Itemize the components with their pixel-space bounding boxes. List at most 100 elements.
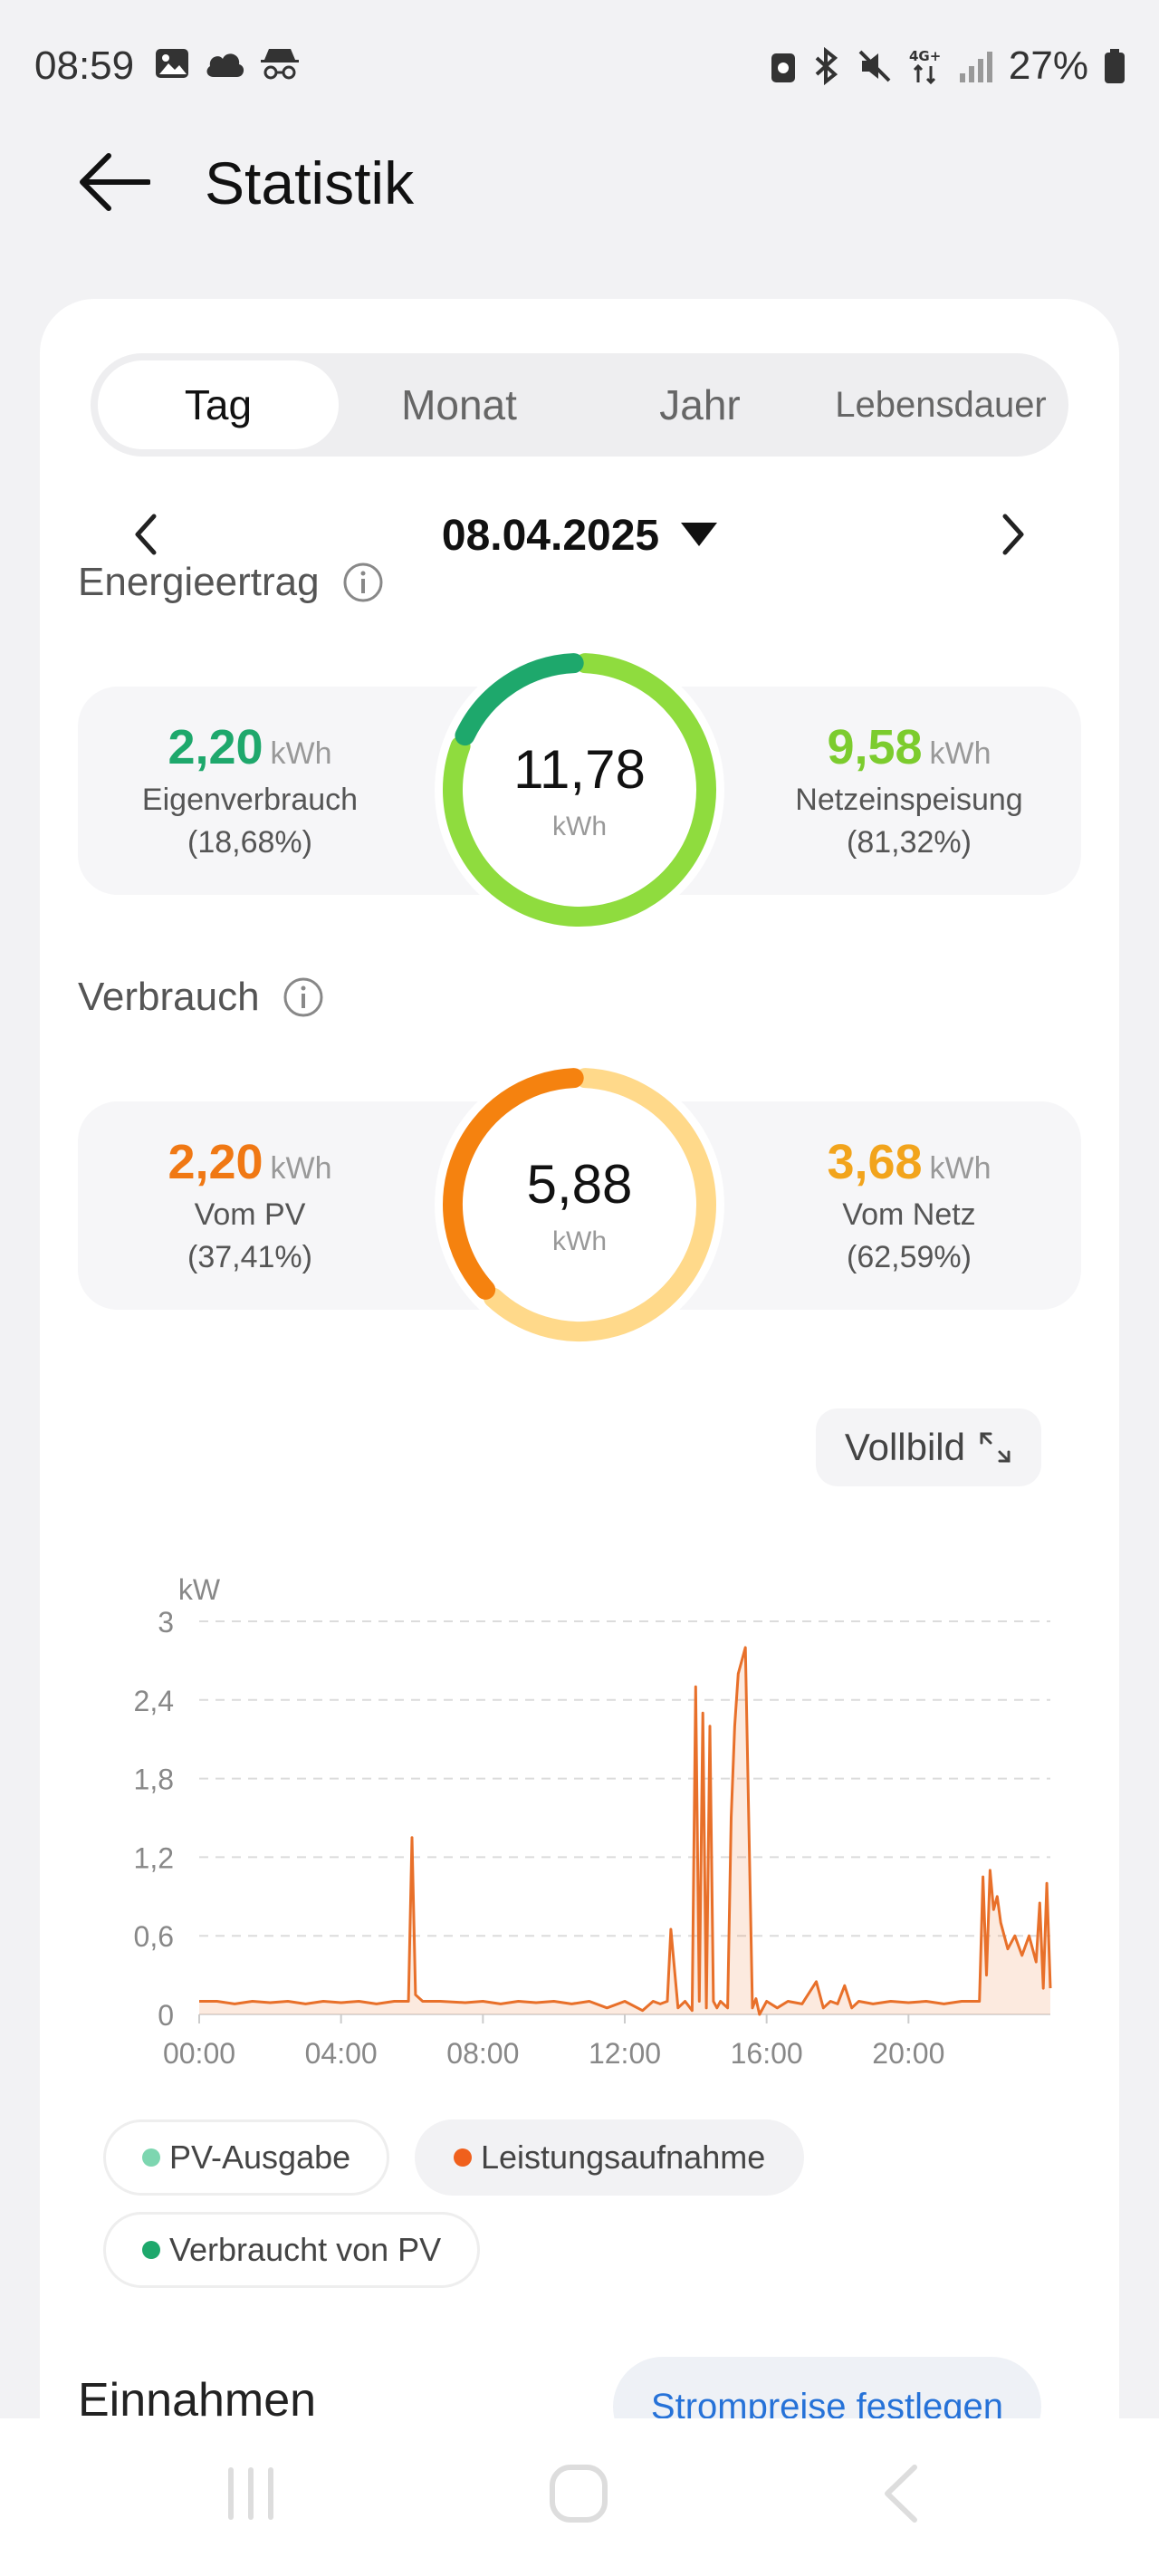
- verbrauch-ring: 5,88 kWh: [430, 1055, 729, 1354]
- energieertrag-title: Energieertrag: [78, 560, 385, 605]
- legend-pv-ausgabe[interactable]: PV-Ausgabe: [103, 2119, 390, 2196]
- y-tick-label: 1,8: [134, 1764, 174, 1796]
- y-tick-label: 0,6: [134, 1920, 174, 1953]
- energieertrag-total: 11,78: [513, 738, 646, 800]
- vom-pv-unit: kWh: [270, 1151, 332, 1186]
- statistics-card: Tag Monat Jahr Lebensdauer 08.04.2025 En…: [40, 299, 1119, 2473]
- energieertrag-left-arc: [455, 653, 584, 746]
- netzeinspeisung-unit: kWh: [929, 736, 991, 771]
- series-line: [199, 1646, 1052, 2016]
- x-tick-label: 08:00: [446, 2037, 519, 2070]
- navigation-bar: [0, 2418, 1159, 2576]
- vom-netz-label: Vom Netz: [842, 1197, 976, 1232]
- vom-pv-label: Vom PV: [194, 1197, 306, 1232]
- svg-text:4G+: 4G+: [909, 48, 941, 64]
- netzeinspeisung-value: 9,58: [827, 720, 923, 774]
- caret-down-icon: [681, 523, 718, 547]
- legend-dot: [454, 2148, 472, 2167]
- x-tick-label: 00:00: [163, 2037, 235, 2070]
- vom-pv-value: 2,20: [168, 1135, 263, 1189]
- tab-lebensdauer[interactable]: Lebensdauer: [835, 384, 1047, 425]
- x-tick-label: 12:00: [589, 2037, 661, 2070]
- tab-monat[interactable]: Monat: [401, 381, 517, 428]
- expand-icon: [980, 1432, 1011, 1463]
- ring-bg: [435, 645, 724, 935]
- verbrauch-total: 5,88: [526, 1153, 633, 1215]
- verbrauch-total-unit: kWh: [552, 1226, 607, 1256]
- energieertrag-right-arc: [443, 653, 716, 927]
- period-tabs: Tag Monat Jahr Lebensdauer: [91, 353, 1068, 457]
- legend-verbraucht-von-pv[interactable]: Verbraucht von PV: [103, 2212, 481, 2288]
- eigenverbrauch-stat: 2,20 kWh Eigenverbrauch (18,68%): [78, 719, 422, 860]
- energieertrag-label: Energieertrag: [78, 560, 320, 604]
- battery-icon: [1105, 49, 1125, 83]
- status-right-icons: 4G+ 27%: [770, 43, 1126, 89]
- date-selector: 08.04.2025: [40, 480, 1119, 589]
- cloud-icon: [206, 53, 244, 77]
- x-tick-label: 04:00: [305, 2037, 378, 2070]
- y-tick-label: 1,2: [134, 1841, 174, 1874]
- legend-leistungsaufnahme[interactable]: Leistungsaufnahme: [415, 2119, 805, 2196]
- vom-netz-unit: kWh: [929, 1151, 991, 1186]
- y-tick-label: 2,4: [134, 1685, 174, 1717]
- legend-label: Verbraucht von PV: [169, 2231, 442, 2268]
- info-icon[interactable]: [282, 976, 325, 1019]
- legend-label: Leistungsaufnahme: [481, 2139, 766, 2176]
- status-bar: 08:59 4G+ 27%: [0, 0, 1159, 131]
- back-arrow-icon[interactable]: [78, 150, 150, 214]
- chevron-right-icon[interactable]: [996, 507, 1032, 562]
- page-title: Statistik: [205, 149, 415, 216]
- status-left-icons: [154, 45, 301, 82]
- x-tick-label: 16:00: [731, 2037, 803, 2070]
- power-chart: kW 0 0,6 1,2 1,8 2,4 3 00:00 04:00 08:00 12:00 16:0…: [134, 1573, 1052, 2070]
- series-area: [199, 1647, 1050, 2014]
- chevron-left-icon[interactable]: [127, 507, 163, 562]
- verbrauch-left-arc: [443, 1068, 584, 1300]
- signal-icon: [959, 52, 992, 82]
- vom-netz-value: 3,68: [827, 1135, 923, 1189]
- gallery-icon: [156, 49, 188, 78]
- fullscreen-label: Vollbild: [844, 1426, 965, 1468]
- 4g-icon: 4G+: [909, 48, 941, 85]
- energieertrag-ring: 11,78 kWh: [430, 640, 729, 939]
- fullscreen-button[interactable]: Vollbild: [815, 1408, 1041, 1486]
- battery-percent: 27%: [1008, 43, 1088, 88]
- incognito-icon: [261, 49, 299, 80]
- legend-label: PV-Ausgabe: [169, 2139, 351, 2176]
- x-tick-label: 20:00: [872, 2037, 944, 2070]
- eigenverbrauch-unit: kWh: [270, 736, 332, 771]
- vom-netz-stat: 3,68 kWh Vom Netz (62,59%): [737, 1134, 1081, 1275]
- date-value: 08.04.2025: [441, 512, 660, 560]
- y-tick-label: 3: [158, 1606, 174, 1639]
- bluetooth-icon: [815, 47, 838, 85]
- tab-tag[interactable]: Tag: [98, 360, 339, 449]
- einnahmen-title: Einnahmen: [78, 2374, 317, 2427]
- energieertrag-total-unit: kWh: [552, 811, 607, 841]
- home-icon[interactable]: [547, 2462, 610, 2525]
- nfc-icon: [771, 53, 795, 82]
- vom-netz-percent: (62,59%): [847, 1240, 972, 1274]
- date-dropdown[interactable]: 08.04.2025: [40, 511, 1119, 561]
- vom-pv-percent: (37,41%): [187, 1240, 312, 1274]
- status-time: 08:59: [34, 43, 135, 88]
- legend-dot: [142, 2241, 160, 2259]
- tab-jahr[interactable]: Jahr: [659, 381, 741, 428]
- netzeinspeisung-stat: 9,58 kWh Netzeinspeisung (81,32%): [737, 719, 1081, 860]
- eigenverbrauch-value: 2,20: [168, 720, 263, 774]
- ring-bg: [435, 1060, 724, 1350]
- verbrauch-title: Verbrauch: [78, 975, 325, 1020]
- y-axis-unit: kW: [178, 1573, 221, 1606]
- mute-icon: [858, 50, 891, 82]
- legend-dot: [142, 2148, 160, 2167]
- eigenverbrauch-percent: (18,68%): [187, 825, 312, 860]
- info-icon[interactable]: [341, 561, 385, 604]
- netzeinspeisung-label: Netzeinspeisung: [795, 783, 1023, 817]
- y-tick-label: 0: [158, 1999, 174, 2032]
- eigenverbrauch-label: Eigenverbrauch: [141, 783, 359, 817]
- recent-apps-icon[interactable]: [225, 2462, 279, 2525]
- verbrauch-label: Verbrauch: [78, 975, 260, 1019]
- verbrauch-right-arc: [483, 1068, 716, 1341]
- netzeinspeisung-percent: (81,32%): [847, 825, 972, 860]
- vom-pv-stat: 2,20 kWh Vom PV (37,41%): [78, 1134, 422, 1275]
- back-nav-icon[interactable]: [878, 2462, 924, 2525]
